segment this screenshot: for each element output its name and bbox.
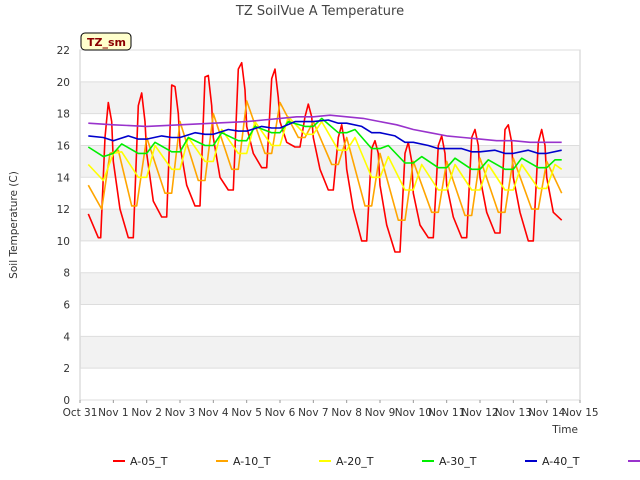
badge-box	[80, 32, 132, 51]
x-tick-label: Nov 13	[495, 407, 532, 419]
series-line-a-20-t	[87, 116, 563, 191]
series-lines	[87, 61, 563, 253]
series-line-a-30-t	[87, 117, 562, 171]
plot-band	[80, 304, 580, 337]
legend-label: A-10_T	[233, 455, 271, 468]
plot-band	[80, 81, 580, 114]
plot-band	[80, 240, 580, 273]
series-line-a-10-t	[87, 100, 563, 221]
y-tick-label: 4	[63, 331, 70, 343]
y-tick-label: 8	[63, 268, 70, 280]
x-tick-label: Nov 15	[561, 407, 598, 419]
x-tick-label: Nov 14	[528, 407, 566, 419]
x-tick-label: Nov 7	[298, 407, 329, 419]
x-tick-label: Nov 5	[231, 407, 262, 419]
plot-band	[80, 336, 580, 369]
x-tick-labels: Oct 31 Nov 1 Nov 2 Nov 3 Nov 4 Nov 5 Nov 6 Nov …	[63, 407, 599, 419]
x-tick-label: Nov 1	[98, 407, 129, 419]
plot-background	[79, 49, 581, 401]
chart-title: TZ SoilVue A Temperature	[235, 4, 404, 19]
legend-label: A-05_T	[130, 455, 168, 468]
legend-label: A-40_T	[542, 455, 580, 468]
plot-band	[80, 50, 580, 82]
x-tick-label: Nov 11	[428, 407, 465, 419]
legend-label: A-20_T	[336, 455, 374, 468]
series-line-a-40-t	[88, 119, 562, 155]
badge-label: TZ_sm	[87, 36, 126, 49]
plot-band	[80, 272, 580, 305]
y-tick-label: 6	[63, 300, 70, 312]
series-line-a-50-t	[88, 114, 562, 144]
y-tick-label: 20	[57, 77, 70, 89]
plot-band	[80, 177, 580, 210]
y-tick-label: 0	[63, 395, 70, 407]
plot-band	[80, 368, 580, 400]
y-tick-label: 22	[57, 45, 70, 57]
y-tick-label: 2	[63, 363, 70, 375]
x-tick-label: Nov 8	[331, 407, 362, 419]
y-tick-label: 16	[57, 140, 71, 152]
x-tick-label: Nov 9	[365, 407, 396, 419]
y-tick-label: 12	[57, 204, 70, 216]
y-tick-labels: 0 2 4 6 8 10 12 14 16 18 20 22	[57, 45, 71, 407]
x-axis-title: Time	[551, 424, 578, 436]
y-axis-title: Soil Temperature (C)	[8, 171, 20, 279]
y-tick-label: 10	[57, 236, 70, 248]
x-tick-label: Nov 12	[461, 407, 498, 419]
plot-band	[80, 209, 580, 241]
y-tick-label: 18	[57, 109, 70, 121]
y-tick-label: 14	[57, 172, 71, 184]
x-tick-label: Nov 6	[265, 407, 296, 419]
x-tick-label: Nov 4	[198, 407, 229, 419]
x-tick-label: Nov 2	[131, 407, 162, 419]
badge: TZ_sm	[80, 32, 132, 51]
x-tick-label: Nov 3	[165, 407, 196, 419]
legend: A-05_TA-10_TA-20_TA-30_TA-40_TA-50_T	[113, 455, 640, 468]
x-tick-label: Nov 10	[395, 407, 432, 419]
legend-label: A-30_T	[439, 455, 477, 468]
x-tick-label: Oct 31	[63, 407, 98, 419]
